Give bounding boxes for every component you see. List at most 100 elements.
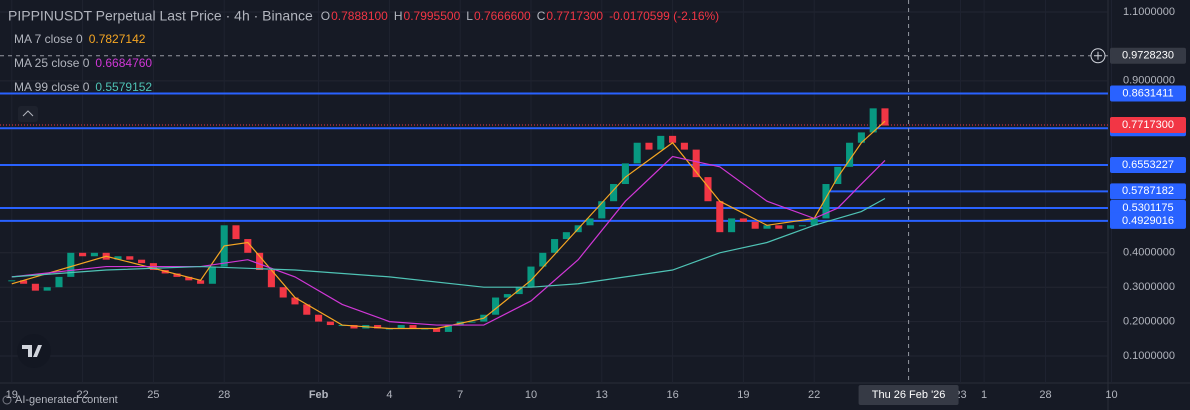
candle <box>775 225 783 229</box>
legend-name: MA 7 close 0 <box>14 32 83 46</box>
candle <box>267 270 275 288</box>
ohlc-label: C <box>537 9 546 23</box>
ma-line <box>11 120 886 330</box>
x-tick-label: 22 <box>808 389 820 401</box>
x-tick-label: 7 <box>457 389 463 401</box>
candle <box>822 184 830 219</box>
x-tick-label: 10 <box>525 389 537 401</box>
ma-line <box>11 197 886 288</box>
candle <box>20 280 28 284</box>
candle <box>798 225 806 227</box>
candle <box>492 297 500 315</box>
candle <box>397 325 405 329</box>
candle <box>763 225 771 229</box>
candle <box>79 252 87 257</box>
candle <box>433 328 441 332</box>
ma-line <box>11 155 886 326</box>
candle <box>185 276 193 281</box>
overlay: PIPPINUSDT Perpetual Last Price · 4h · B… <box>2 6 1186 406</box>
candle <box>739 218 747 222</box>
level-label: 0.8631411 <box>1122 87 1173 99</box>
candle <box>869 108 877 133</box>
legend-value: 0.7827142 <box>89 32 146 46</box>
x-tick-label: Feb <box>309 389 329 401</box>
candle <box>350 325 358 329</box>
candle <box>31 283 39 291</box>
level-label-bg <box>1110 85 1186 102</box>
level-label-bg <box>1110 156 1186 173</box>
x-tick-label: 28 <box>1039 389 1051 401</box>
x-tick-label: 10 <box>1105 389 1117 401</box>
x-tick-label: 28 <box>218 389 230 401</box>
level-label-bg <box>1110 183 1186 200</box>
candle <box>208 266 216 284</box>
candle <box>527 266 535 288</box>
ohlc-label: L <box>466 9 473 23</box>
candle <box>43 287 51 291</box>
candle <box>680 142 688 150</box>
x-tick-label: 19 <box>737 389 749 401</box>
candle <box>881 108 889 126</box>
y-tick-label: 0.3000000 <box>1123 281 1175 293</box>
candle <box>244 239 252 253</box>
watermark-icon <box>2 395 12 405</box>
chart-title: PIPPINUSDT Perpetual Last Price · 4h · B… <box>8 8 313 24</box>
x-tick-label: 16 <box>666 389 678 401</box>
candle <box>90 252 98 257</box>
tv-logo <box>17 334 51 368</box>
candle <box>315 314 323 322</box>
ohlc-value: 0.7888100 <box>331 9 388 23</box>
y-tick-label: 0.2000000 <box>1123 316 1175 328</box>
collapse-icon <box>22 110 34 117</box>
candle <box>67 252 75 277</box>
candle <box>704 177 712 202</box>
candle <box>503 294 511 298</box>
ohlc-value: 0.7717300 <box>546 9 603 23</box>
y-tick-label: 0.4000000 <box>1123 247 1175 259</box>
level-label: 0.5301175 <box>1122 202 1173 214</box>
level-label-bg <box>1110 200 1186 217</box>
candle <box>716 201 724 233</box>
candle <box>279 287 287 298</box>
x-tick-label: 1 <box>981 389 987 401</box>
last-price-bg <box>1110 116 1186 133</box>
ohlc-label: O <box>321 9 330 23</box>
candle <box>621 163 629 185</box>
candle <box>291 297 299 305</box>
candle <box>857 132 865 143</box>
candle <box>326 321 334 326</box>
watermark: AI-generated content <box>15 394 118 406</box>
candle <box>232 225 240 240</box>
candle <box>834 166 842 185</box>
candle <box>8 280 16 282</box>
crosshair-x-label: Thu 26 Feb '26 <box>872 389 946 401</box>
candle <box>657 135 665 150</box>
legend-value: 0.6684760 <box>95 56 152 70</box>
candle <box>444 325 452 332</box>
candle <box>846 142 854 167</box>
candle <box>374 325 382 329</box>
candle <box>751 221 759 229</box>
candle <box>633 142 641 164</box>
y-tick-label: 0.9000000 <box>1123 75 1175 87</box>
candle <box>126 256 134 260</box>
ohlc-label: H <box>394 9 403 23</box>
candle <box>610 184 618 202</box>
legend-name: MA 99 close 0 <box>14 80 90 94</box>
ohlc-value: 0.7666600 <box>474 9 531 23</box>
candle <box>645 142 653 150</box>
candle <box>692 149 700 178</box>
crosshair-y-label: 0.9728230 <box>1122 50 1174 62</box>
candle <box>55 276 63 288</box>
candle <box>551 239 559 253</box>
candle <box>468 321 476 323</box>
collapse-button[interactable] <box>18 106 38 122</box>
level-label: 0.6553227 <box>1122 159 1174 171</box>
last-price-label: 0.7717300 <box>1122 119 1174 131</box>
crosshair-y-label-bg <box>1110 47 1186 64</box>
level-label: 0.5787182 <box>1122 185 1174 197</box>
plot-area <box>0 0 1113 383</box>
candle <box>114 256 122 260</box>
x-tick-label: 13 <box>596 389 608 401</box>
